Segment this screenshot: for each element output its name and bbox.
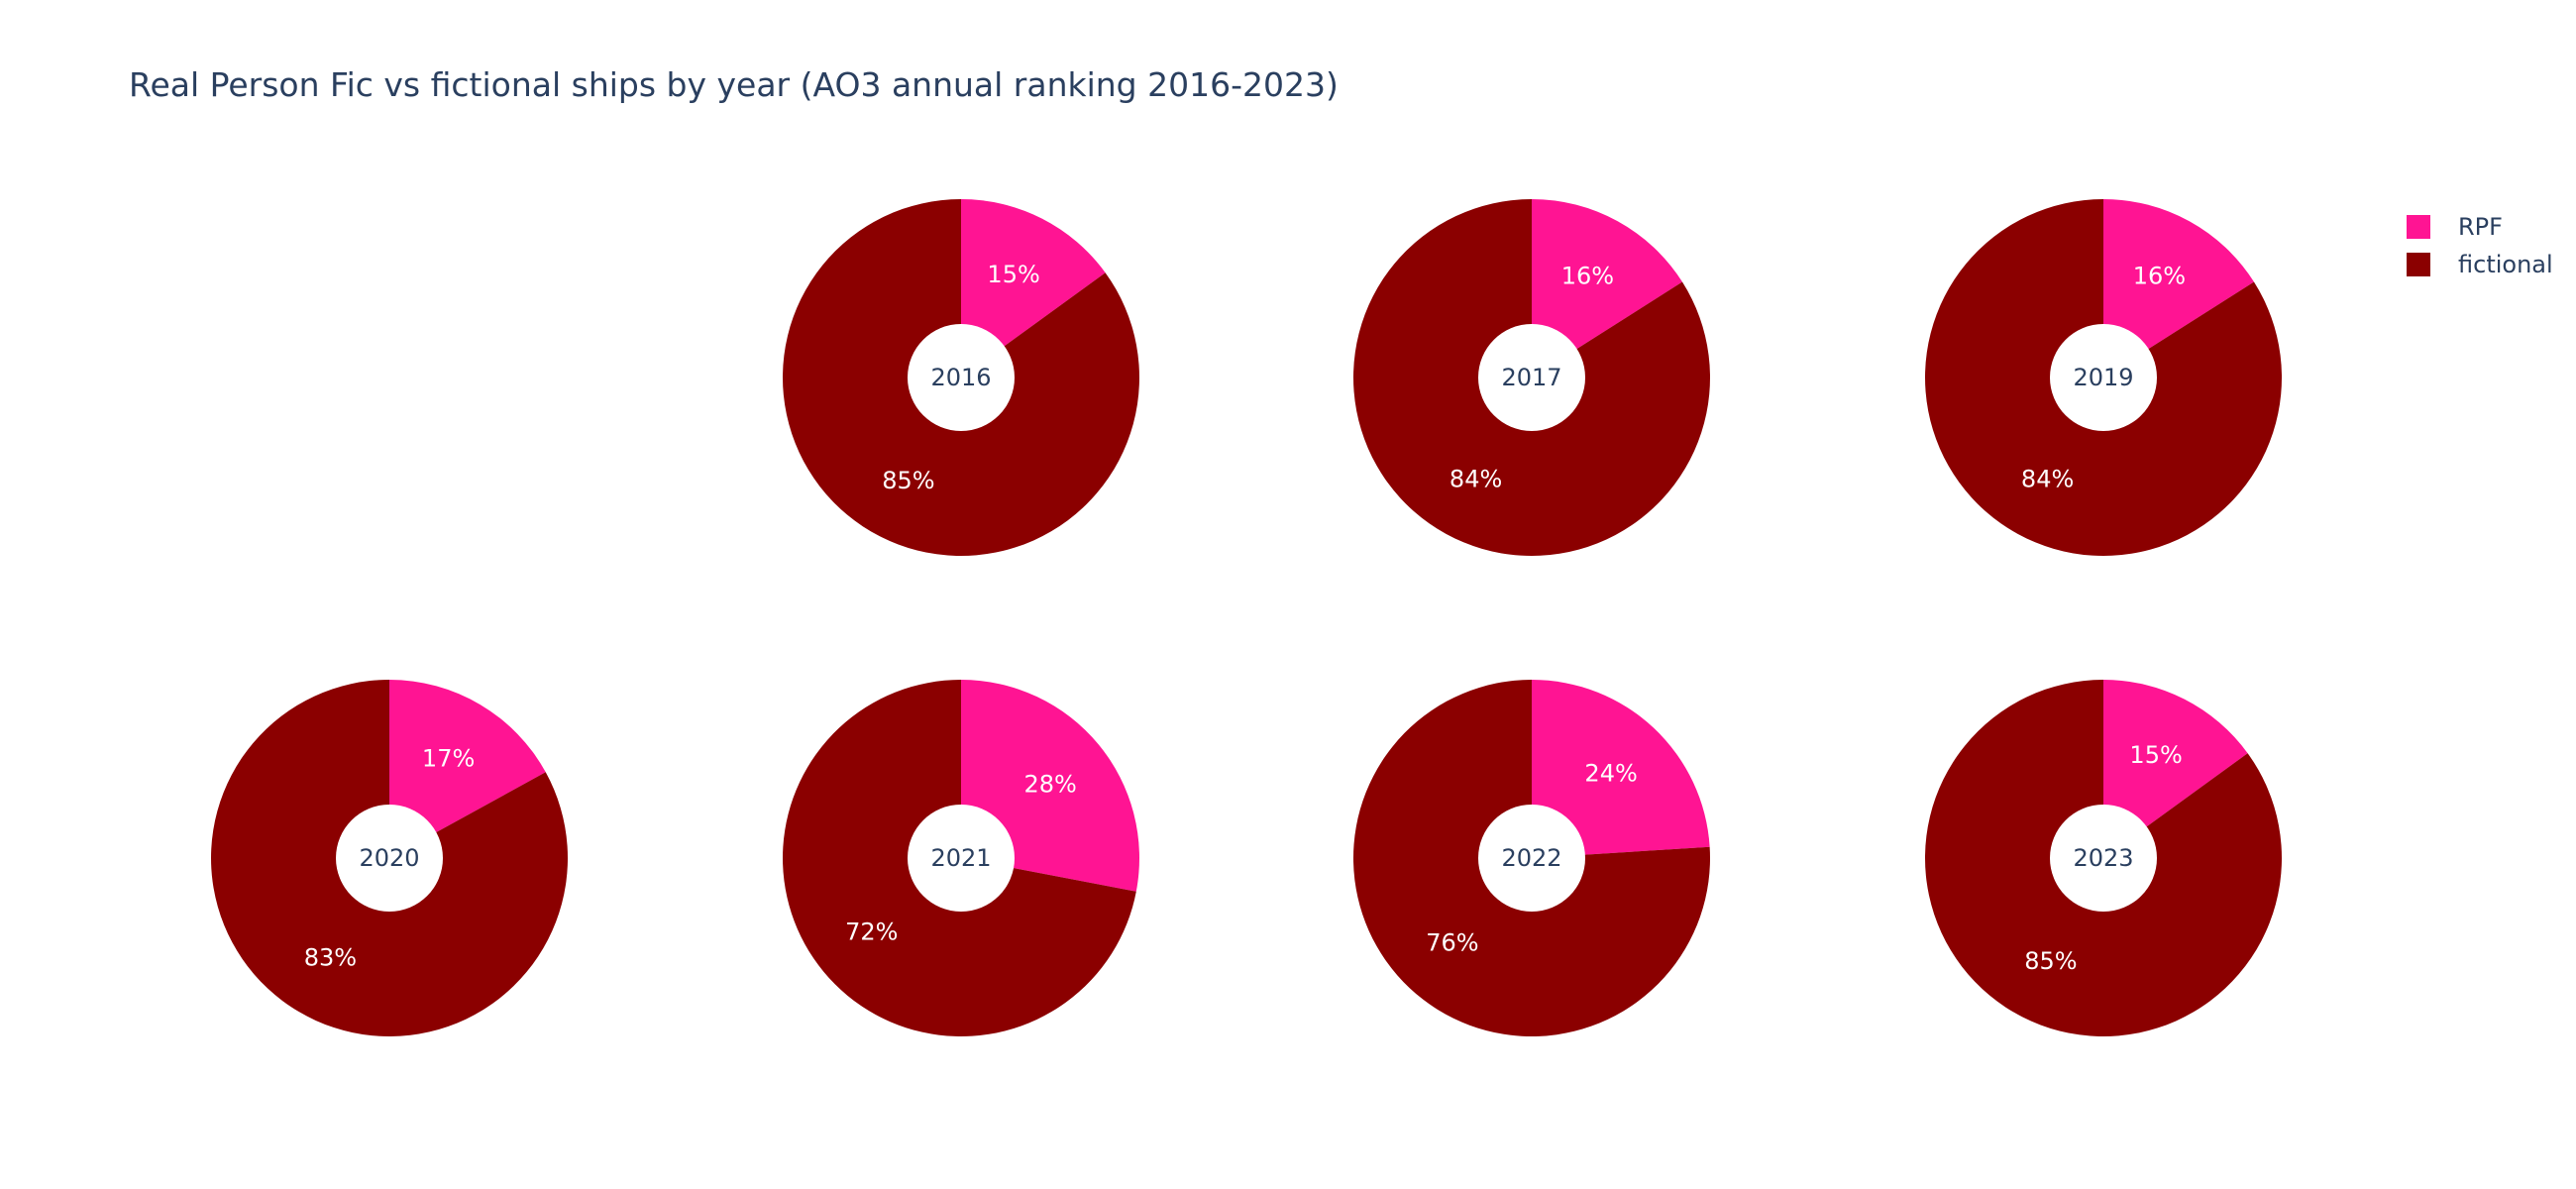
legend-swatch-fictional <box>2407 253 2430 276</box>
slice-label-2020-fictional: 83% <box>304 944 357 972</box>
slice-label-2017-RPF: 16% <box>1561 263 1614 290</box>
slice-label-2016-RPF: 15% <box>987 261 1039 288</box>
legend-label-RPF: RPF <box>2458 213 2503 241</box>
slice-label-2023-RPF: 15% <box>2129 741 2182 769</box>
slice-label-2021-fictional: 72% <box>845 919 898 946</box>
slice-label-2017-fictional: 84% <box>1449 466 1502 493</box>
donut-hole <box>1478 805 1585 912</box>
pie-2023: 15% 85% 2023 <box>1924 680 2282 1037</box>
chart-title: Real Person Fic vs fictional ships by ye… <box>129 65 1339 104</box>
donut-hole <box>2050 324 2157 431</box>
year-label-2021: 2021 <box>930 844 991 872</box>
year-label-2022: 2022 <box>1501 844 1561 872</box>
slice-label-2023-fictional: 85% <box>2024 947 2077 975</box>
year-label-2017: 2017 <box>1501 364 1561 391</box>
year-label-2016: 2016 <box>930 364 991 391</box>
slice-2017-RPF[interactable] <box>1532 199 1682 378</box>
slice-label-2020-RPF: 17% <box>422 744 475 772</box>
pie-2017: 16% 84% 2017 <box>1353 199 1711 557</box>
year-label-2019: 2019 <box>2073 364 2133 391</box>
donut-hole <box>1478 324 1585 431</box>
slice-2016-RPF[interactable] <box>961 199 1106 378</box>
legend-swatch-RPF <box>2407 215 2430 239</box>
slice-2023-RPF[interactable] <box>2103 680 2248 858</box>
pie-2020: 17% 83% 2020 <box>211 680 569 1036</box>
pie-2021: 28% 72% 2021 <box>782 680 1139 1036</box>
slice-2022-RPF[interactable] <box>1532 680 1710 858</box>
legend[interactable]: RPF fictional <box>2407 213 2553 278</box>
slice-label-2021-RPF: 28% <box>1024 770 1077 798</box>
donut-hole <box>908 805 1015 912</box>
donut-hole <box>336 805 443 912</box>
donut-hole <box>908 324 1015 431</box>
slice-2019-RPF[interactable] <box>2103 199 2254 378</box>
pie-2016: 15% 85% 2016 <box>782 198 1139 556</box>
slice-label-2019-fictional: 84% <box>2021 466 2074 493</box>
pies-layer: 15% 85% 2016 16% 84% 2017 16% 84% 2019 17% 83% 2020… <box>211 198 2283 1037</box>
legend-label-fictional: fictional <box>2458 251 2553 278</box>
legend-item-fictional[interactable]: fictional <box>2407 251 2553 278</box>
pie-2019: 16% 84% 2019 <box>1925 199 2283 556</box>
donut-hole <box>2050 805 2157 912</box>
slice-label-2022-fictional: 76% <box>1426 928 1478 956</box>
year-label-2023: 2023 <box>2073 844 2133 872</box>
slice-2020-RPF[interactable] <box>389 680 546 858</box>
slice-label-2019-RPF: 16% <box>2133 263 2186 290</box>
legend-item-RPF[interactable]: RPF <box>2407 213 2503 241</box>
year-label-2020: 2020 <box>359 844 419 872</box>
pie-2022: 24% 76% 2022 <box>1352 679 1710 1036</box>
slice-label-2022-RPF: 24% <box>1584 760 1637 788</box>
slice-label-2016-fictional: 85% <box>882 467 934 494</box>
